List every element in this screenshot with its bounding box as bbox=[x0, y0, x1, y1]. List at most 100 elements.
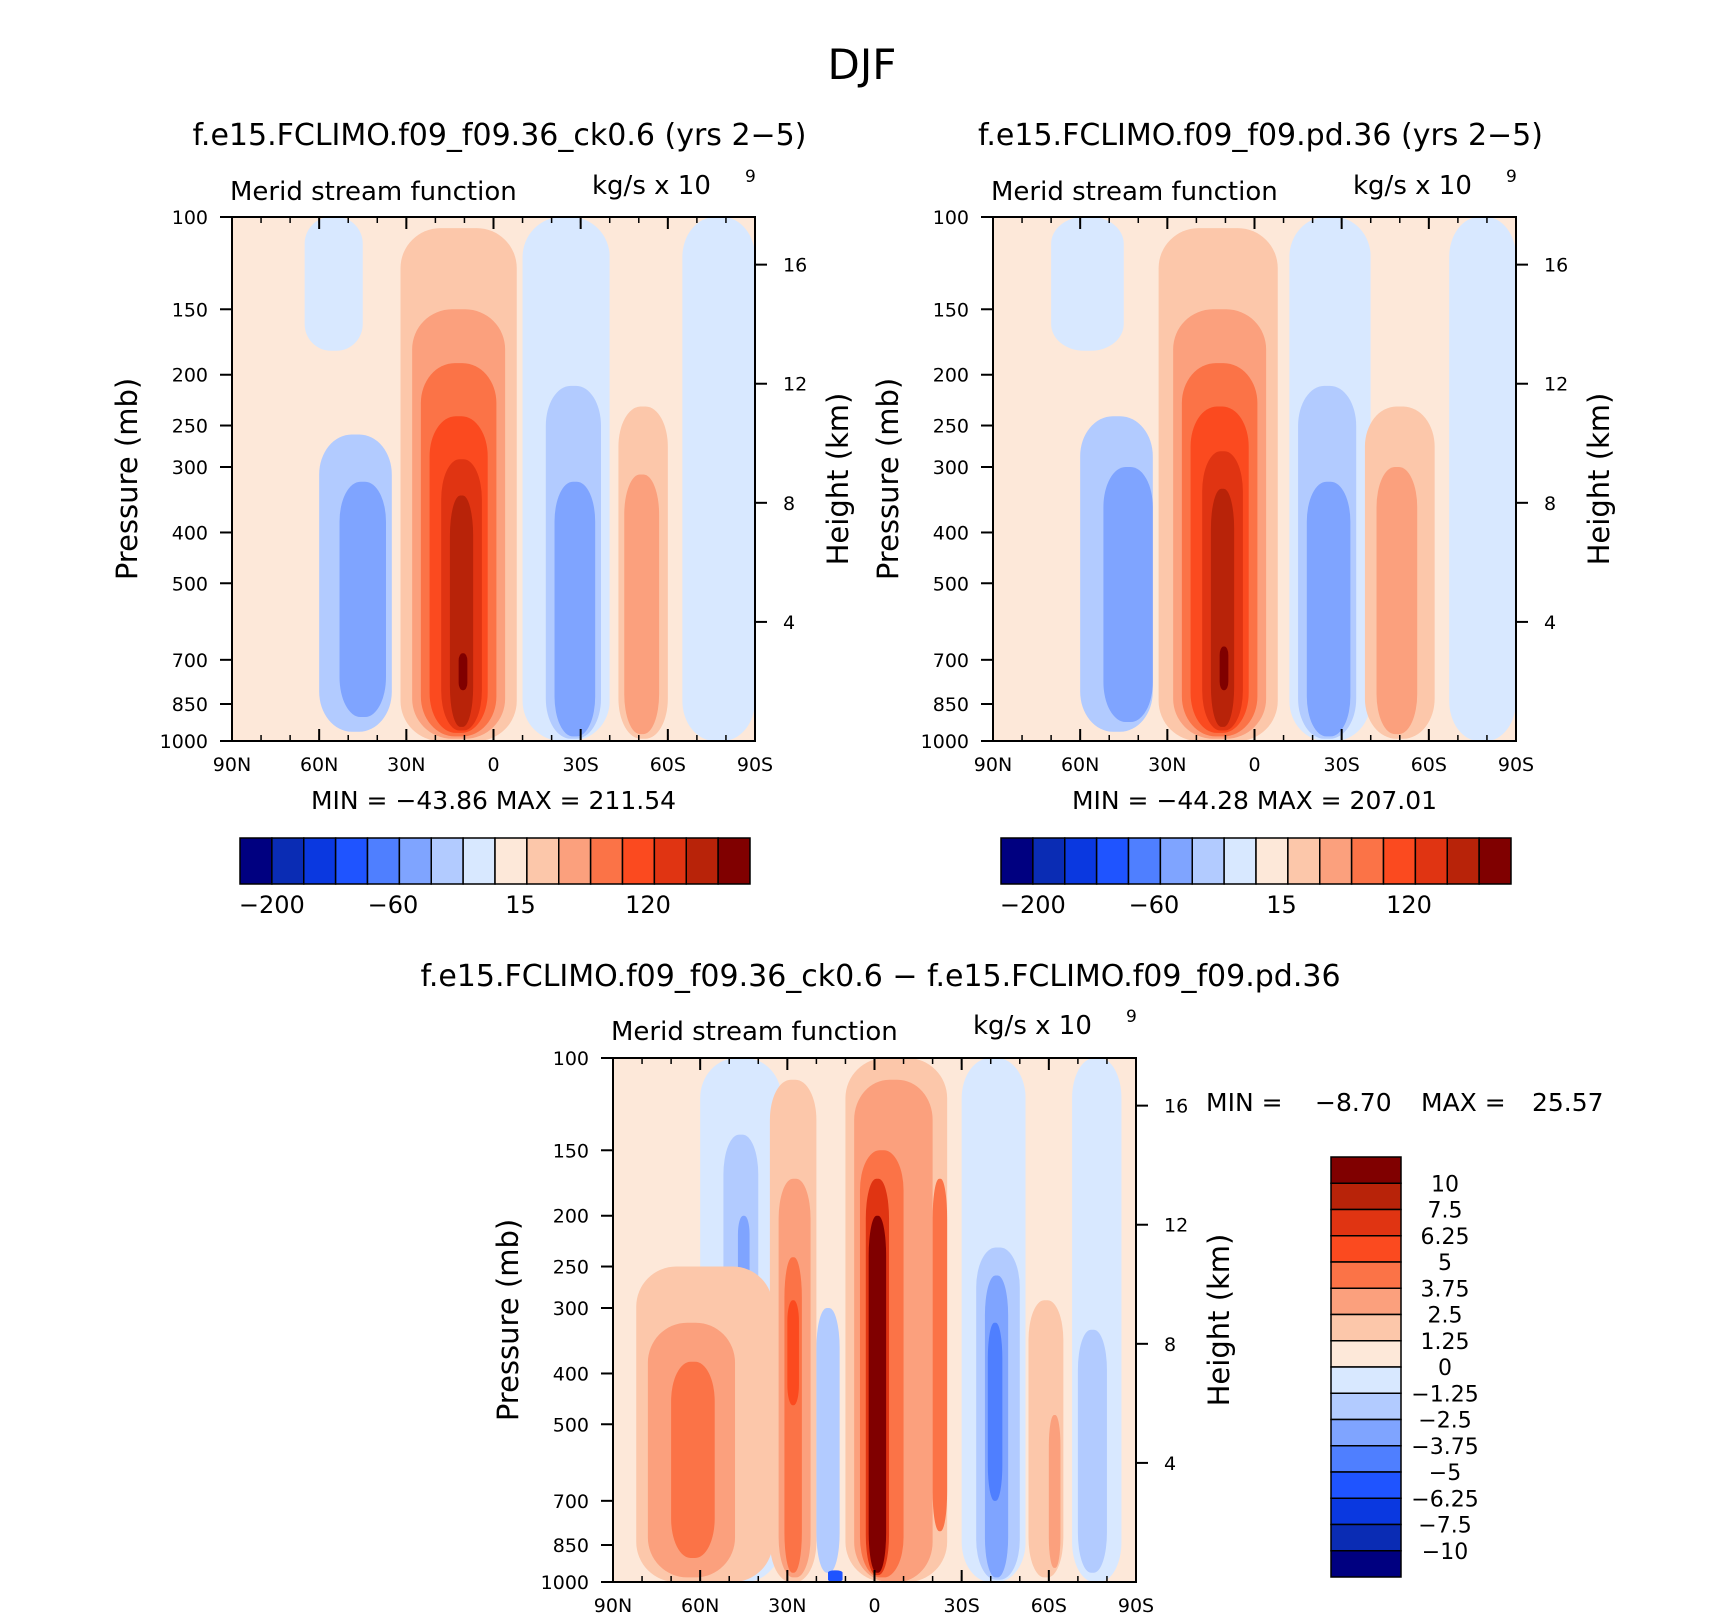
field-cell bbox=[458, 653, 468, 691]
colorbar-label: −60 bbox=[1129, 891, 1180, 919]
y-tick-label: 100 bbox=[933, 207, 969, 229]
height-tick-label: 12 bbox=[1544, 374, 1568, 396]
panel-title: f.e15.FCLIMO.f09_f09.36_ck0.6 (yrs 2−5) bbox=[193, 118, 807, 153]
colorbar-label: 2.5 bbox=[1428, 1304, 1463, 1329]
colorbar-label: 10 bbox=[1431, 1172, 1459, 1197]
panel-3: 90N 60N 30N 0 30S 60S 90S100150200250300400500… bbox=[420, 959, 1603, 1617]
y-tick-label: 700 bbox=[553, 1491, 589, 1513]
colorbar-box bbox=[1159, 837, 1193, 885]
colorbar-box bbox=[1095, 837, 1130, 885]
height-tick-label: 16 bbox=[1544, 255, 1568, 277]
field-cell bbox=[554, 481, 596, 737]
height-tick-label: 12 bbox=[783, 374, 807, 396]
colorbar-box bbox=[1330, 1313, 1402, 1342]
colorbar-box bbox=[558, 837, 592, 885]
colorbar-box bbox=[1287, 837, 1321, 885]
y-tick-label: 250 bbox=[933, 416, 969, 438]
x-tick-label: 30N bbox=[387, 754, 425, 776]
colorbar-box bbox=[1330, 1235, 1402, 1263]
panel-title: f.e15.FCLIMO.f09_f09.36_ck0.6 − f.e15.FC… bbox=[420, 959, 1340, 994]
colorbar-box bbox=[1478, 837, 1512, 885]
x-tick-label: 60N bbox=[300, 754, 338, 776]
y-tick-label: 400 bbox=[553, 1363, 589, 1385]
left-string: Merid stream function bbox=[230, 177, 517, 207]
colorbar-box bbox=[1330, 1208, 1402, 1237]
colorbar-label: −200 bbox=[1000, 891, 1066, 919]
colorbar-box bbox=[653, 837, 687, 885]
colorbar-box bbox=[685, 837, 719, 885]
colorbar-label: 5 bbox=[1438, 1251, 1452, 1276]
colorbar-box bbox=[334, 837, 369, 885]
colorbar-label: −60 bbox=[368, 891, 419, 919]
colorbar-label: 1.25 bbox=[1421, 1330, 1470, 1355]
x-tick-label: 0 bbox=[487, 754, 499, 776]
colorbar-box bbox=[398, 837, 432, 885]
colorbar-box bbox=[1330, 1471, 1402, 1499]
x-tick-label: 0 bbox=[868, 1595, 880, 1617]
max-label: MAX = bbox=[1421, 1088, 1506, 1117]
y-tick-label: 850 bbox=[933, 694, 969, 716]
height-tick-label: 16 bbox=[1164, 1096, 1188, 1118]
colorbar-box bbox=[430, 837, 464, 885]
colorbar-box bbox=[1382, 837, 1417, 885]
colorbar-box bbox=[1330, 1287, 1402, 1316]
colorbar-box bbox=[1330, 1182, 1402, 1211]
colorbar-label: 120 bbox=[625, 891, 671, 919]
units-exponent: 9 bbox=[745, 167, 756, 187]
x-tick-label: 90S bbox=[1498, 754, 1534, 776]
y-tick-label: 200 bbox=[933, 365, 969, 387]
units-label: kg/s x 10 bbox=[1353, 171, 1472, 201]
field-cell bbox=[671, 1361, 715, 1559]
colorbar-box bbox=[1330, 1392, 1402, 1421]
height-tick-label: 8 bbox=[1164, 1334, 1176, 1356]
colorbar-box bbox=[1223, 837, 1257, 885]
colorbar-box bbox=[1319, 837, 1353, 885]
x-tick-label: 30S bbox=[563, 754, 599, 776]
colorbar-label: 3.75 bbox=[1421, 1277, 1470, 1302]
colorbar-box bbox=[1191, 837, 1225, 885]
colorbar-box bbox=[1255, 837, 1289, 885]
field-cell bbox=[682, 217, 755, 741]
colorbar-label: 0 bbox=[1438, 1356, 1452, 1381]
colorbar-label: 15 bbox=[1266, 891, 1297, 919]
field-cell bbox=[987, 1322, 1003, 1501]
left-string: Merid stream function bbox=[991, 177, 1278, 207]
height-tick-label: 8 bbox=[1544, 493, 1556, 515]
y-tick-label: 850 bbox=[553, 1535, 589, 1557]
colorbar-box bbox=[621, 837, 656, 885]
colorbar-box bbox=[1330, 1418, 1402, 1447]
y-tick-label: 400 bbox=[172, 522, 208, 544]
colorbar-label: −2.5 bbox=[1418, 1409, 1471, 1434]
colorbar-label: −3.75 bbox=[1411, 1435, 1478, 1460]
y-tick-label: 150 bbox=[933, 299, 969, 321]
y-tick-label: 200 bbox=[172, 365, 208, 387]
colorbar-box bbox=[303, 837, 337, 885]
y-tick-label: 200 bbox=[553, 1206, 589, 1228]
x-tick-label: 60S bbox=[650, 754, 686, 776]
colorbar-box bbox=[526, 837, 560, 885]
field-cell bbox=[1449, 217, 1516, 741]
colorbar-label: 15 bbox=[505, 891, 536, 919]
colorbar-box bbox=[1446, 837, 1480, 885]
field-cell bbox=[304, 217, 363, 351]
x-tick-label: 90S bbox=[1118, 1595, 1154, 1617]
colorbar-label: −200 bbox=[239, 891, 305, 919]
colorbar-label: 7.5 bbox=[1428, 1199, 1463, 1224]
left-string: Merid stream function bbox=[611, 1017, 898, 1047]
field-cell bbox=[1051, 217, 1124, 351]
y-tick-label: 850 bbox=[172, 694, 208, 716]
y-tick-label: 1000 bbox=[160, 731, 208, 753]
x-tick-label: 30N bbox=[768, 1595, 806, 1617]
field-cell bbox=[828, 1570, 843, 1582]
y-tick-label: 400 bbox=[933, 522, 969, 544]
y-right-axis-title: Height (km) bbox=[821, 393, 855, 566]
height-tick-label: 4 bbox=[1544, 612, 1556, 634]
y-right-axis-title: Height (km) bbox=[1202, 1234, 1236, 1407]
colorbar-box bbox=[1330, 1261, 1402, 1289]
x-tick-label: 0 bbox=[1248, 754, 1260, 776]
colorbar-box bbox=[1330, 1550, 1402, 1578]
field-cell bbox=[932, 1178, 948, 1532]
units-exponent: 9 bbox=[1506, 167, 1517, 187]
field-cell bbox=[339, 481, 386, 718]
